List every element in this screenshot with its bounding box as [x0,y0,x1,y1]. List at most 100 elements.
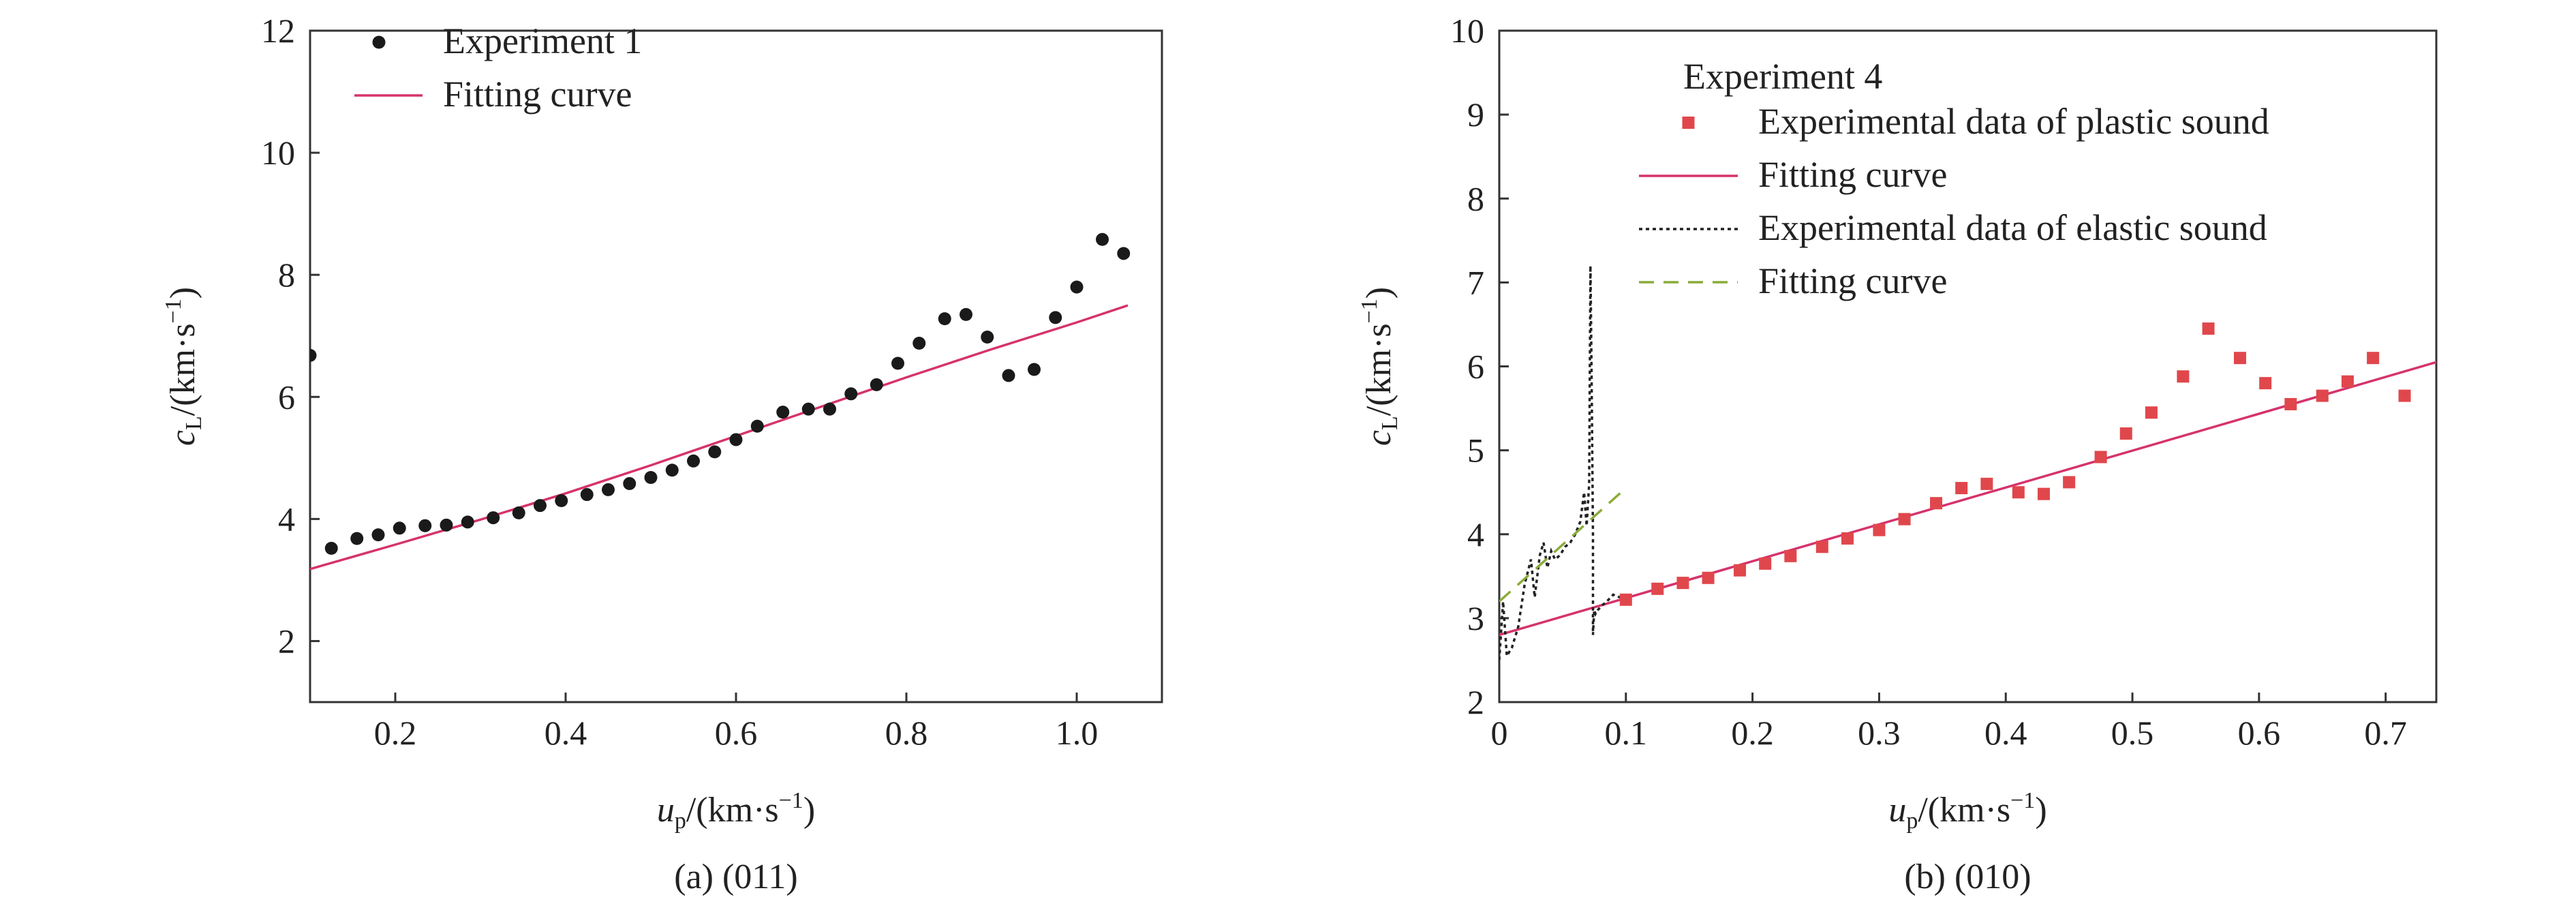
panel-b-y-tick-label: 6 [1467,348,1484,386]
panel-a-data-point [487,511,500,525]
panel-a-data-layer [310,232,1131,571]
panel-a-y-axis-label-superscript: −1 [161,299,186,323]
panel-b-data-point [1651,582,1664,595]
panel-b-y-tick-label: 8 [1467,179,1484,217]
panel-a-data-point [665,464,679,477]
panel-b-y-tick-label: 4 [1467,515,1484,553]
panel-a-data-point [512,506,525,519]
panel-b-y-tick-label: 5 [1467,431,1484,470]
panel-b-y-tick-label: 9 [1467,95,1484,134]
panel-a-data-point [1096,232,1109,246]
panel-b-data-point [2367,352,2380,365]
panel-a-series-1-line [310,304,1129,571]
panel-b-legend-swatch-0 [1682,117,1695,129]
panel-a-data-point [981,331,994,344]
panel-b-data-point [2202,322,2215,335]
panel-b-y-tick-label: 7 [1467,263,1484,301]
panel-b-data-point [1930,497,1943,510]
panel-a-x-axis-label-symbol: u [657,791,675,830]
panel-b-legend-label-3: Fitting curve [1758,260,1947,301]
panel-a-x-axis-label-subscript: p [675,808,686,834]
panel-a-y-axis-label-unit-close: ) [164,287,202,299]
panel-a-x-axis-label-superscript: −1 [779,788,803,813]
panel-b-data-point [1759,557,1772,570]
panel-a-data-point [823,402,836,416]
panel-b-x-axis-label-unit: /(km·s [1918,791,2010,830]
panel-a-data-point [393,521,406,535]
panel-a-legend-swatch-0 [372,35,386,49]
panel-b-data-point [1955,482,1968,495]
panel-b-data-point [1784,549,1797,562]
panel-b-y-tick-label: 2 [1467,683,1484,721]
panel-a-y-axis-label-subscript: L [181,416,206,430]
panel-b-y-axis-label-superscript: −1 [1357,299,1382,323]
panel-b-data-point [2063,476,2076,489]
panel-b-series-3-line [1499,487,1627,603]
panel-a-x-tick-label: 0.8 [885,714,928,752]
panel-a-data-point [687,454,700,468]
panel-a-data-point [891,357,904,370]
panel-b-data-point [1898,513,1911,526]
panel-b-chart: 0 0.1 0.2 0.3 0.4 0.5 0.6 0.72345678910up/(km·s… [1357,12,2438,896]
panel-a-data-point [371,528,385,542]
panel-b-legend-label-1: Fitting curve [1758,154,1947,195]
panel-a-chart: 0.2 0.4 0.6 0.8 1.024681012up/(km·s−1)cL/(km… [161,12,1163,896]
panel-a-data-point [913,336,926,350]
panel-a-data-point [960,307,972,321]
panel-b-x-tick-label: 0 [1491,714,1508,752]
panel-a-x-axis-label: up/(km·s−1) [657,788,815,834]
panel-b-legend-label-0: Experimental data of plastic sound [1758,101,2269,142]
panel-b-series-2-line [1499,265,1626,661]
panel-a-data-point [580,488,594,502]
panel-b-data-point [2119,427,2132,440]
panel-b-x-axis-label-symbol: u [1888,791,1906,830]
panel-a-data-point [776,406,790,419]
panel-b-x-tick-label: 0.7 [2364,714,2407,752]
panel-a-y-axis-label: cL/(km·s−1) [161,287,206,446]
panel-a-y-tick-label: 12 [261,12,295,50]
panel-a-data-point [350,532,364,545]
panel-b-y-tick-label: 10 [1450,12,1484,50]
panel-b-x-tick-label: 0.3 [1858,714,1901,752]
panel-b-x-axis-label: up/(km·s−1) [1888,788,2046,834]
panel-b-data-point [2341,375,2354,388]
panel-b-data-point [2284,397,2297,410]
panel-b-data-point [2145,406,2158,419]
panel-b-legend-label-2: Experimental data of elastic sound [1758,207,2267,248]
panel-a-data-point [729,433,743,446]
panel-a-data-point [870,378,883,391]
panel-b-y-axis-label: cL/(km·s−1) [1357,287,1402,446]
panel-b-x-axis-label-unit-close: ) [2035,791,2046,830]
panel-a-data-point [440,518,453,532]
panel-b-data-point [2094,451,2107,464]
panel-a-data-point [644,470,658,484]
panel-a-data-point [1049,311,1062,324]
panel-b-y-axis-label-symbol: c [1360,430,1398,446]
panel-b-x-tick-label: 0.6 [2238,714,2281,752]
panel-a-x-axis-label-unit-close: ) [803,791,815,830]
panel-b-y-tick-label: 3 [1467,599,1484,637]
panel-a-x-axis-label-unit: /(km·s [686,791,779,830]
panel-a-y-tick-label: 4 [278,500,295,538]
panel-a-y-tick-label: 6 [278,378,295,416]
panel-a-data-point [555,494,568,507]
panel-b-data-point [1734,564,1747,577]
panel-b-data-point [1702,571,1715,584]
panel-a-data-point [310,348,317,362]
panel-b-data-layer [1499,265,2436,661]
panel-b-x-tick-label: 0.5 [2111,714,2154,752]
panel-a-data-point [1070,280,1084,294]
panel-b-data-point [1980,477,1993,490]
panel-a-caption: (a) (011) [674,858,797,896]
panel-b-data-point [2398,389,2411,402]
panel-a-y-tick-label: 10 [261,134,295,172]
panel-b-data-point [1815,541,1828,553]
panel-a-data-point [534,499,547,513]
panel-b-data-point [2233,352,2246,365]
panel-a-y-tick-label: 2 [278,622,295,660]
panel-b-x-axis-label-subscript: p [1906,808,1918,834]
panel-a-legend-label-0: Experiment 1 [443,20,642,61]
panel-a-data-point [461,515,474,529]
panel-a-y-axis-label-symbol: c [164,430,202,446]
